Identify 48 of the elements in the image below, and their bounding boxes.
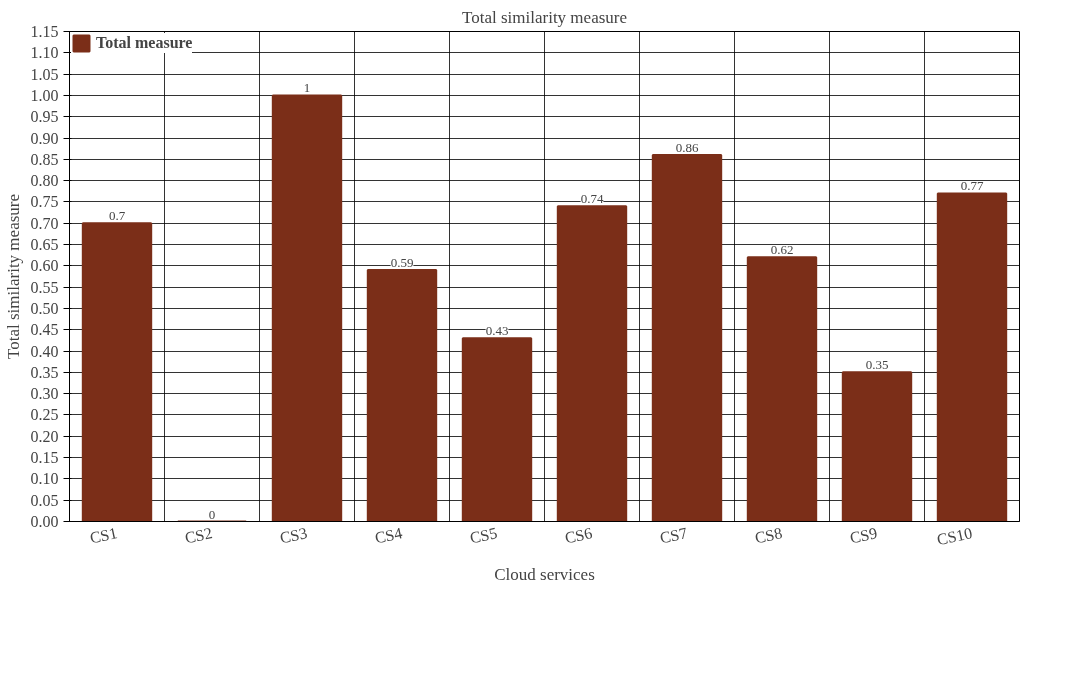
data-label: 0.86 <box>675 140 699 156</box>
x-tick-label: CS8 <box>753 524 784 547</box>
data-label: 0.7 <box>108 208 126 224</box>
y-tick-label: 0.75 <box>30 193 59 211</box>
x-tick-label: CS4 <box>373 524 404 547</box>
y-tick-label: 0.30 <box>30 385 59 403</box>
y-tick-label: 0.90 <box>30 129 59 147</box>
y-tick-label: 0.20 <box>30 427 59 445</box>
x-tick-label: CS2 <box>183 524 214 547</box>
data-label: 0.74 <box>580 191 604 207</box>
data-label: 0.43 <box>485 323 509 339</box>
y-tick-label: 1.05 <box>30 65 59 83</box>
data-label: 0.62 <box>770 242 794 258</box>
legend-label: Total measure <box>96 34 193 52</box>
y-tick-label: 0.45 <box>30 321 59 339</box>
y-tick-label: 0.15 <box>30 449 59 467</box>
y-tick-label: 0.85 <box>30 150 59 168</box>
y-tick-label: 1.15 <box>30 23 59 40</box>
y-tick-label: 1.10 <box>30 44 59 62</box>
y-tick-label: 0.35 <box>30 363 59 381</box>
x-tick-label: CS5 <box>468 524 499 547</box>
x-tick-label: CS7 <box>658 524 689 547</box>
x-tick-label: CS10 <box>935 524 974 549</box>
x-tick-label: CS3 <box>278 524 309 547</box>
data-label: 0 <box>208 506 216 522</box>
y-tick-label: 0.25 <box>30 406 59 424</box>
y-tick-label: 0.05 <box>30 491 59 509</box>
chart-title: Total similarity measure <box>462 7 628 27</box>
x-tick-label: CS1 <box>88 524 119 547</box>
y-tick-label: 0.55 <box>30 278 59 296</box>
y-tick-label: 1.00 <box>30 86 59 104</box>
data-label: 0.59 <box>390 255 414 271</box>
y-tick-label: 0.95 <box>30 108 59 126</box>
data-label: 0.35 <box>865 357 889 373</box>
x-axis-title: Cloud services <box>494 564 595 584</box>
x-tick-label: CS6 <box>563 524 594 547</box>
y-tick-label: 0.65 <box>30 236 59 254</box>
data-label: 1 <box>303 80 311 96</box>
y-tick-label: 0.80 <box>30 172 59 190</box>
y-tick-label: 0.50 <box>30 299 59 317</box>
y-tick-label: 0.10 <box>30 470 59 488</box>
y-tick-label: 0.00 <box>30 513 59 530</box>
y-tick-label: 0.70 <box>30 214 59 232</box>
data-label: 0.77 <box>960 178 984 194</box>
y-tick-label: 0.60 <box>30 257 59 275</box>
y-axis-title: Total similarity measure <box>3 193 23 359</box>
x-tick-label: CS9 <box>848 524 879 547</box>
y-tick-label: 0.40 <box>30 342 59 360</box>
